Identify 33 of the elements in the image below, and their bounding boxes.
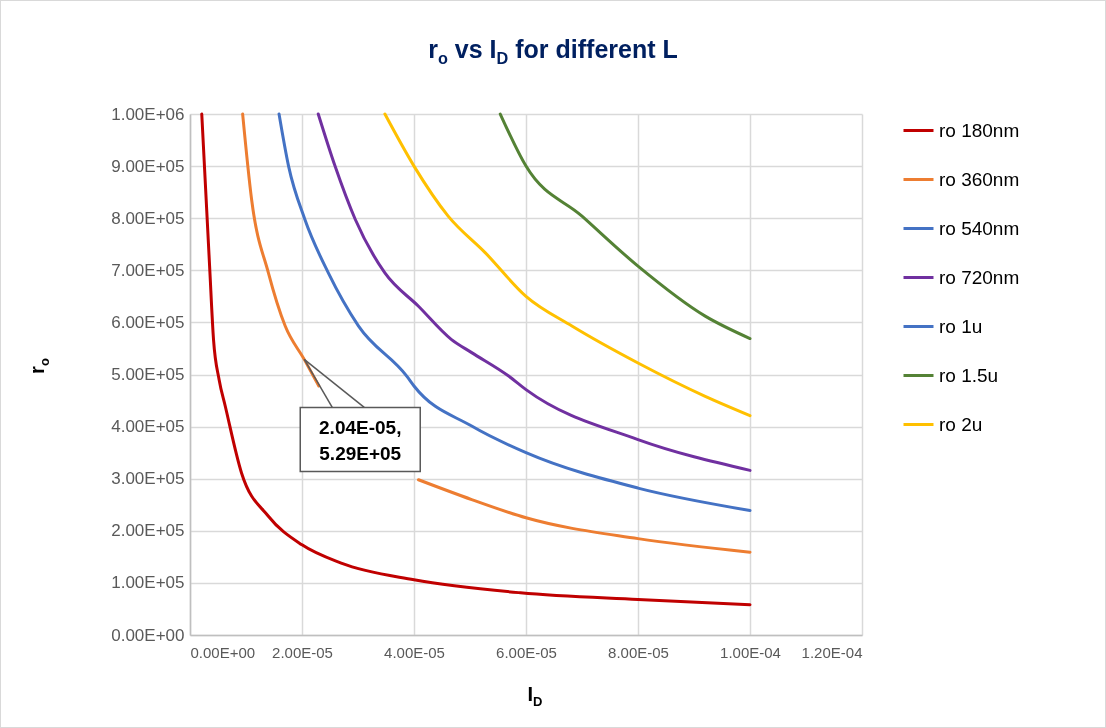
line-series [498,112,752,341]
legend-label: ro 1u [939,315,983,337]
legend-label: ro 2u [939,413,983,435]
y-tick-label: 3.00E+05 [111,469,185,489]
x-tick-label: 1.20E-04 [801,643,863,661]
y-tick-label: 8.00E+05 [111,208,185,228]
y-tick-label: 6.00E+05 [111,312,185,332]
y-tick-label: 5.00E+05 [111,365,185,384]
x-tick-label: 6.00E-05 [496,643,557,661]
y-tick-label: 1.00E+05 [111,573,185,593]
line-series [383,112,752,418]
x-tick-label: 1.00E-04 [720,643,781,661]
x-tick-label: 0.00E+00 [190,643,256,661]
chart-title: r$_{o}$ vs I$_{D}$ for different L [427,35,679,68]
y-tick-label: 4.00E+05 [111,417,185,437]
annotation: 2.04E-05, 5.29E+05 [319,417,402,465]
x-tick-label: 8.00E-05 [608,643,669,661]
legend-label: ro 720nm [939,266,1020,288]
x-tick-label: 2.00E-05 [272,643,333,661]
y-tick-label: 7.00E+05 [111,260,185,280]
y-tick-label: 0.00E+00 [111,625,185,645]
y-tick-label: 2.00E+05 [111,521,185,541]
legend-label: ro 1.5u [939,364,999,386]
x-tick-label: 4.00E-05 [384,643,445,661]
y-tick-label: 1.00E+06 [111,104,185,124]
line-series [277,112,752,512]
line-series [316,112,752,472]
y-tick-label: 9.00E+05 [111,156,185,176]
x-axis-title: I$_{D}$ [526,683,544,709]
legend-label: ro 360nm [939,168,1020,190]
legend-label: ro 180nm [939,119,1020,141]
legend-label: ro 540nm [939,217,1020,239]
line-series [200,112,752,607]
